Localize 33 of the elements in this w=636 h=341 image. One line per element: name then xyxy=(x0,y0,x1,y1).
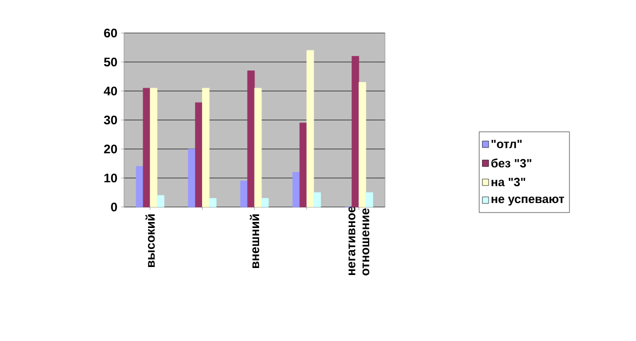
bar xyxy=(352,56,360,208)
y-tick-label: 50 xyxy=(104,58,117,66)
bar xyxy=(254,88,262,208)
bar xyxy=(156,195,164,208)
x-tick-label: внешний xyxy=(250,214,260,268)
legend-label: без "3" xyxy=(491,158,532,168)
y-tick-label: 20 xyxy=(104,144,117,154)
bar xyxy=(306,50,314,208)
bar xyxy=(188,148,196,208)
bar xyxy=(247,70,255,208)
bar xyxy=(136,166,144,208)
bar xyxy=(292,172,300,208)
bar xyxy=(366,192,374,208)
bar xyxy=(195,102,202,208)
legend-label: на "3" xyxy=(492,178,526,186)
bar xyxy=(261,198,269,208)
y-tick-label: 0 xyxy=(111,202,117,212)
bar xyxy=(142,88,150,208)
bar xyxy=(202,88,210,208)
y-tick-label: 40 xyxy=(104,86,117,96)
bar xyxy=(240,180,248,208)
bar xyxy=(150,88,158,208)
y-tick-label: 30 xyxy=(104,116,117,124)
y-tick-label: 60 xyxy=(104,28,117,38)
bar xyxy=(358,82,366,208)
legend-label: "отл" xyxy=(492,140,522,148)
bar xyxy=(300,122,307,208)
bar xyxy=(209,198,216,208)
bar xyxy=(314,192,321,208)
x-tick-label: высокий xyxy=(145,214,155,268)
y-tick-label: 10 xyxy=(104,174,117,182)
x-tick-label: негативное отношение xyxy=(348,206,370,276)
legend-label: не успевают xyxy=(492,196,564,206)
